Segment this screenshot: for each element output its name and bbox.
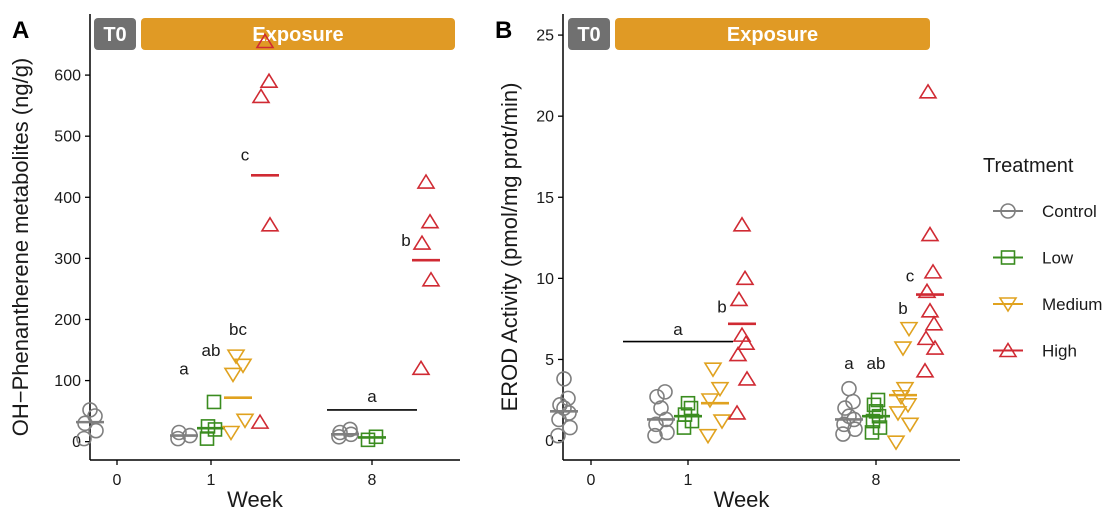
data-point-low	[362, 433, 375, 446]
data-point-high	[926, 317, 942, 330]
x-tick-label: 1	[207, 472, 216, 489]
data-point-high	[739, 372, 755, 385]
data-point-medium	[888, 436, 904, 449]
significance-letter: a	[673, 320, 683, 339]
legend-item-control: Control	[993, 202, 1097, 221]
y-tick-label: 100	[54, 373, 81, 390]
panel-a: A 0 100 200 300 400 500 600 0 1 8 Week OH−Phenanther…	[8, 14, 460, 511]
y-tick-label: 10	[536, 271, 554, 288]
baseline-phase-label: T0	[577, 24, 600, 46]
legend-label: Control	[1042, 202, 1097, 221]
y-tick-label: 5	[545, 352, 554, 369]
significance-letter: a	[844, 354, 854, 373]
data-point-high	[261, 74, 277, 87]
data-point-control	[842, 409, 856, 423]
data-point-medium	[237, 414, 253, 427]
significance-letter: a	[179, 359, 189, 378]
legend-title: Treatment	[983, 155, 1074, 177]
significance-letter: a	[367, 387, 377, 406]
significance-letter: c	[241, 146, 250, 165]
x-axis-title: Week	[714, 487, 771, 511]
significance-letter: c	[906, 267, 915, 286]
y-tick-label: 200	[54, 312, 81, 329]
data-point-high	[413, 361, 429, 374]
data-point-high	[262, 218, 278, 231]
baseline-phase-label: T0	[103, 24, 126, 46]
data-point-high	[734, 218, 750, 231]
x-tick-label: 8	[368, 472, 377, 489]
y-tick-label: 25	[536, 28, 554, 45]
significance-letter: bc	[229, 320, 247, 339]
data-point-control	[658, 385, 672, 399]
panel-label: B	[495, 17, 512, 44]
data-point-low	[201, 432, 214, 445]
data-point-medium	[895, 342, 911, 355]
data-point-control	[557, 372, 571, 386]
data-point-high	[925, 265, 941, 278]
x-axis-title: Week	[227, 487, 284, 511]
data-point-medium	[901, 323, 917, 336]
data-point-high	[252, 415, 268, 428]
legend-item-low: Low	[993, 249, 1074, 268]
legend-label: Medium	[1042, 295, 1102, 314]
y-axis-title: EROD Activity (pmol/mg prot/min)	[497, 83, 522, 412]
data-point-high	[927, 341, 943, 354]
data-point-high	[922, 304, 938, 317]
data-point-medium	[225, 368, 241, 381]
data-point-high	[737, 271, 753, 284]
y-tick-label: 15	[536, 190, 554, 207]
data-point-medium	[702, 394, 718, 407]
y-tick-label: 600	[54, 68, 81, 85]
y-tick-label: 0	[545, 433, 554, 450]
legend-item-high: High	[993, 342, 1077, 361]
legend-label: High	[1042, 342, 1077, 361]
data-point-medium	[897, 383, 913, 396]
legend: Treatment Control Low Medium High	[983, 155, 1102, 361]
data-point-control	[842, 382, 856, 396]
data-point-high	[422, 215, 438, 228]
data-point-high	[414, 236, 430, 249]
data-point-high	[922, 228, 938, 241]
y-tick-label: 300	[54, 251, 81, 268]
data-point-high	[918, 331, 934, 344]
exposure-phase-label: Exposure	[727, 24, 818, 46]
data-point-high	[738, 336, 754, 349]
significance-letter: b	[717, 297, 726, 316]
data-point-high	[917, 364, 933, 377]
x-tick-label: 8	[872, 472, 881, 489]
data-point-high	[920, 85, 936, 98]
data-point-high	[729, 406, 745, 419]
x-tick-label: 0	[587, 472, 596, 489]
y-axis-title: OH−Phenantherene metabolites (ng/g)	[8, 58, 33, 437]
data-point-medium	[223, 427, 239, 440]
y-tick-label: 400	[54, 190, 81, 207]
y-tick-label: 20	[536, 109, 554, 126]
y-tick-label: 500	[54, 129, 81, 146]
significance-letter: b	[401, 231, 410, 250]
panel-label: A	[12, 17, 29, 44]
data-point-high	[253, 89, 269, 102]
data-point-medium	[705, 363, 721, 376]
significance-letter: ab	[202, 341, 221, 360]
x-tick-label: 1	[684, 472, 693, 489]
legend-item-medium: Medium	[993, 295, 1102, 314]
data-point-high	[418, 175, 434, 188]
legend-label: Low	[1042, 249, 1074, 268]
x-tick-label: 0	[113, 472, 122, 489]
significance-letter: b	[898, 299, 907, 318]
panel-b: B 0 5 10 15 20 25 0 1 8 Week EROD Activity (pmol/mg…	[495, 14, 960, 511]
significance-letter: ab	[867, 354, 886, 373]
data-point-medium	[714, 415, 730, 428]
data-point-medium	[700, 430, 716, 443]
data-point-low	[208, 395, 221, 408]
data-point-high	[423, 273, 439, 286]
data-point-high	[731, 292, 747, 305]
data-point-medium	[902, 418, 918, 431]
